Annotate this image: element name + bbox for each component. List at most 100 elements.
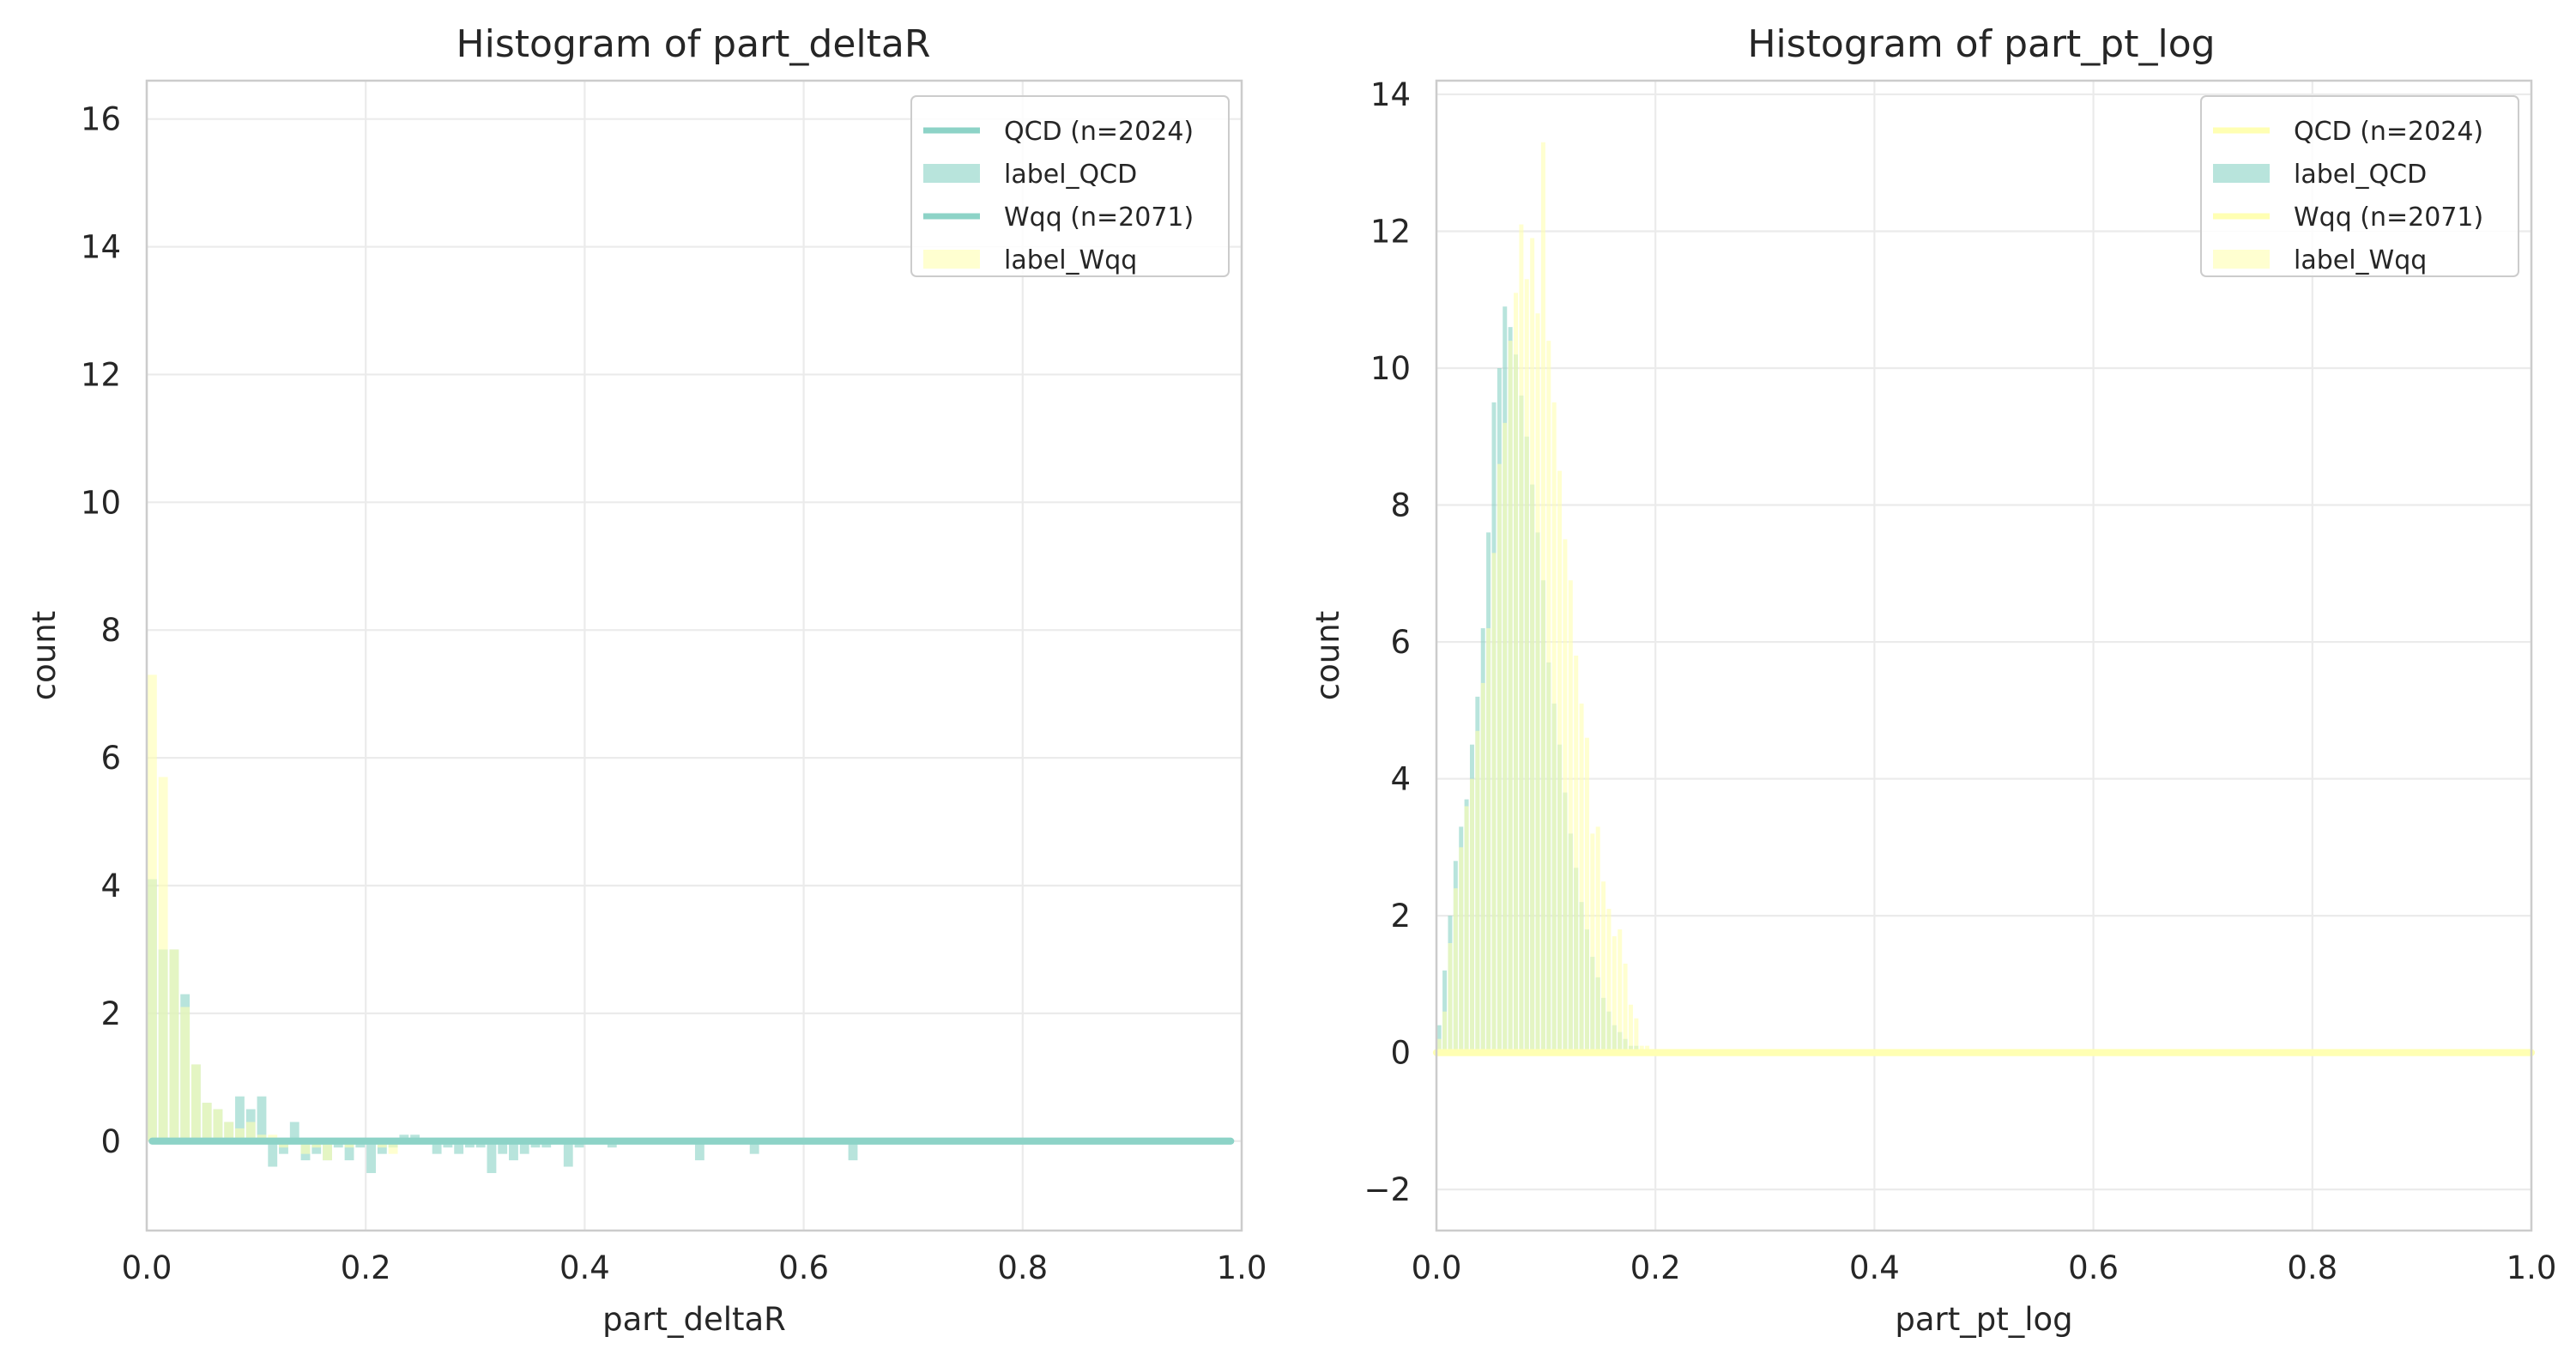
legend: QCD (n=2024) label_QCD Wqq (n=2071) label_W… bbox=[910, 95, 1230, 277]
x-tick-label: 0.0 bbox=[1412, 1249, 1462, 1286]
histogram-bar bbox=[1606, 909, 1612, 1053]
histogram-bar bbox=[1442, 1011, 1448, 1053]
x-axis-label: part_deltaR bbox=[602, 1301, 786, 1338]
histogram-bar bbox=[1519, 224, 1524, 1053]
y-tick-label: −2 bbox=[1364, 1171, 1411, 1208]
legend-label: QCD (n=2024) bbox=[1004, 117, 1194, 147]
x-tick-label: 1.0 bbox=[2506, 1249, 2557, 1286]
y-tick-label: 2 bbox=[100, 995, 121, 1032]
histogram-bars bbox=[1436, 142, 1650, 1053]
y-tick-label: 4 bbox=[1390, 761, 1411, 798]
histogram-bar bbox=[454, 1140, 464, 1154]
histogram-bar bbox=[1574, 656, 1579, 1053]
histogram-bar bbox=[1535, 313, 1540, 1053]
histogram-bar bbox=[1601, 881, 1606, 1053]
histogram-bar bbox=[1491, 553, 1497, 1053]
legend-patch-swatch bbox=[2213, 164, 2270, 183]
histogram-bar bbox=[1448, 943, 1453, 1053]
y-tick-label: 12 bbox=[81, 356, 121, 393]
histogram-bar bbox=[1618, 929, 1623, 1053]
grid bbox=[145, 81, 1243, 1231]
legend: QCD (n=2024) label_QCD Wqq (n=2071) label_W… bbox=[2200, 95, 2519, 277]
x-tick-label: 0.4 bbox=[1849, 1249, 1900, 1286]
y-tick-label: 6 bbox=[1390, 624, 1411, 661]
histogram-bar bbox=[1503, 422, 1508, 1053]
y-tick-label: 6 bbox=[100, 740, 121, 777]
histogram-bar bbox=[245, 1122, 256, 1141]
x-tick-label: 0.2 bbox=[341, 1249, 391, 1286]
histogram-bar bbox=[1595, 826, 1600, 1053]
subplot-title: Histogram of part_pt_log bbox=[1747, 22, 2215, 66]
legend-patch-swatch bbox=[923, 164, 980, 183]
histogram-bar bbox=[1480, 682, 1485, 1053]
y-tick-labels: 0 2 4 6 8 10 12 14 16 bbox=[81, 101, 121, 1160]
histogram-bar bbox=[1623, 963, 1628, 1053]
histogram-bar bbox=[388, 1140, 398, 1154]
histogram-bar bbox=[300, 1140, 311, 1154]
subplot-title: Histogram of part_deltaR bbox=[457, 22, 931, 66]
legend-box bbox=[910, 95, 1230, 277]
histogram-bar bbox=[1629, 1004, 1633, 1053]
histogram-bar bbox=[289, 1122, 299, 1141]
x-tick-label: 1.0 bbox=[1217, 1249, 1267, 1286]
histogram-bar bbox=[1530, 238, 1535, 1053]
legend-patch-swatch bbox=[2213, 250, 2270, 269]
histogram-bar bbox=[224, 1122, 234, 1141]
legend-label: label_Wqq bbox=[1004, 245, 1137, 275]
x-axis-label: part_pt_log bbox=[1895, 1301, 2072, 1338]
histogram-bar bbox=[1508, 341, 1513, 1053]
x-tick-label: 0.6 bbox=[778, 1249, 829, 1286]
histogram-bar bbox=[1584, 737, 1589, 1053]
histogram-bar bbox=[213, 1109, 223, 1141]
histogram-bar bbox=[1514, 293, 1518, 1053]
x-tick-label: 0.8 bbox=[2287, 1249, 2337, 1286]
histogram-bar bbox=[202, 1103, 212, 1141]
legend-label: label_Wqq bbox=[2294, 245, 2427, 275]
histogram-bar bbox=[1590, 833, 1595, 1053]
x-tick-label: 0.6 bbox=[2068, 1249, 2119, 1286]
subplot-part-pt-log: Histogram of part_pt_log 0.0 0.2 0.4 0.6 0.8… bbox=[1309, 22, 2556, 1338]
legend-patch-swatch bbox=[923, 250, 980, 269]
histogram-bar bbox=[1579, 703, 1584, 1053]
y-tick-label: 2 bbox=[1390, 898, 1411, 935]
subplot-part-deltaR: Histogram of part_deltaR 0.0 0.2 0.4 0.6 0.8… bbox=[26, 22, 1267, 1338]
y-tick-label: 8 bbox=[100, 612, 121, 649]
legend-label: Wqq (n=2071) bbox=[2294, 203, 2483, 233]
histogram-bar bbox=[1469, 778, 1474, 1053]
histogram-bar bbox=[190, 1064, 201, 1141]
histogram-bar bbox=[147, 674, 157, 1141]
histogram-bar bbox=[1568, 580, 1573, 1053]
histogram-bar bbox=[498, 1140, 508, 1154]
x-tick-label: 0.2 bbox=[1630, 1249, 1681, 1286]
legend-label: label_QCD bbox=[1004, 160, 1137, 190]
histogram-bar bbox=[1563, 539, 1568, 1053]
histogram-bar bbox=[323, 1140, 332, 1161]
x-tick-labels: 0.0 0.2 0.4 0.6 0.8 1.0 bbox=[122, 1249, 1267, 1286]
axes-frame bbox=[145, 79, 1243, 1232]
histogram-bar bbox=[257, 1096, 267, 1141]
axes-frame bbox=[1435, 79, 2533, 1232]
histogram-bar bbox=[1612, 936, 1617, 1053]
histogram-bar bbox=[1453, 888, 1458, 1053]
x-tick-label: 0.8 bbox=[997, 1249, 1048, 1286]
histogram-bar bbox=[180, 1007, 190, 1141]
x-tick-label: 0.0 bbox=[122, 1249, 172, 1286]
legend-label: label_QCD bbox=[2294, 160, 2427, 190]
y-tick-label: 16 bbox=[81, 101, 121, 138]
histogram-bar bbox=[1551, 402, 1557, 1053]
histogram-bar bbox=[235, 1096, 245, 1141]
y-tick-label: 0 bbox=[1390, 1035, 1411, 1072]
legend-label: Wqq (n=2071) bbox=[1004, 203, 1194, 233]
histogram-bar bbox=[1459, 847, 1464, 1053]
histogram-bar bbox=[487, 1140, 497, 1173]
histogram-bar bbox=[158, 777, 168, 1141]
histogram-bar bbox=[235, 1128, 245, 1141]
y-tick-label: 14 bbox=[1370, 76, 1411, 113]
histogram-bar bbox=[1486, 628, 1491, 1053]
histogram-bar bbox=[366, 1140, 377, 1173]
legend-label: QCD (n=2024) bbox=[2294, 117, 2483, 147]
histogram-bar bbox=[848, 1140, 858, 1161]
x-tick-label: 0.4 bbox=[559, 1249, 610, 1286]
